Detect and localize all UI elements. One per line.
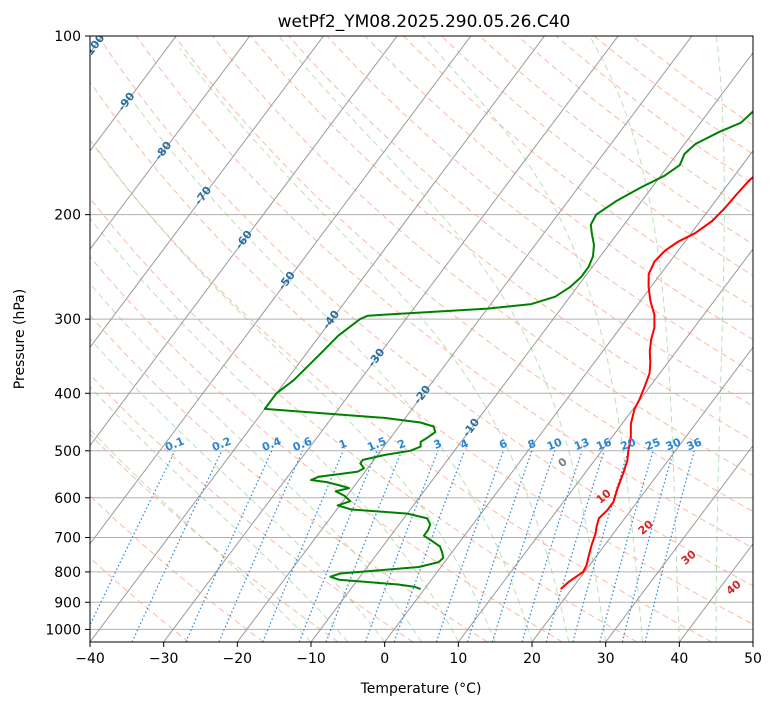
x-tick-label: 0 xyxy=(380,651,389,667)
y-tick-label: 800 xyxy=(54,565,81,581)
x-tick-label: −10 xyxy=(296,651,326,667)
y-tick-label: 500 xyxy=(54,444,81,460)
x-tick-label: −20 xyxy=(223,651,253,667)
y-tick-label: 1000 xyxy=(45,622,81,638)
x-tick-label: 10 xyxy=(449,651,467,667)
y-tick-label: 600 xyxy=(54,491,81,507)
x-tick-label: 50 xyxy=(744,651,762,667)
x-tick-label: 20 xyxy=(523,651,541,667)
y-axis-label: Pressure (hPa) xyxy=(12,289,28,389)
y-tick-label: 900 xyxy=(54,595,81,611)
chart-title: wetPf2_YM08.2025.290.05.26.C40 xyxy=(278,12,571,32)
y-tick-label: 100 xyxy=(54,29,81,45)
x-tick-label: 40 xyxy=(670,651,688,667)
x-tick-label: −40 xyxy=(75,651,105,667)
y-tick-label: 400 xyxy=(54,386,81,402)
x-tick-label: −30 xyxy=(149,651,179,667)
x-tick-label: 30 xyxy=(597,651,615,667)
y-tick-label: 700 xyxy=(54,531,81,547)
y-tick-label: 200 xyxy=(54,208,81,224)
y-tick-label: 300 xyxy=(54,312,81,328)
x-axis-label: Temperature (°C) xyxy=(360,681,482,697)
